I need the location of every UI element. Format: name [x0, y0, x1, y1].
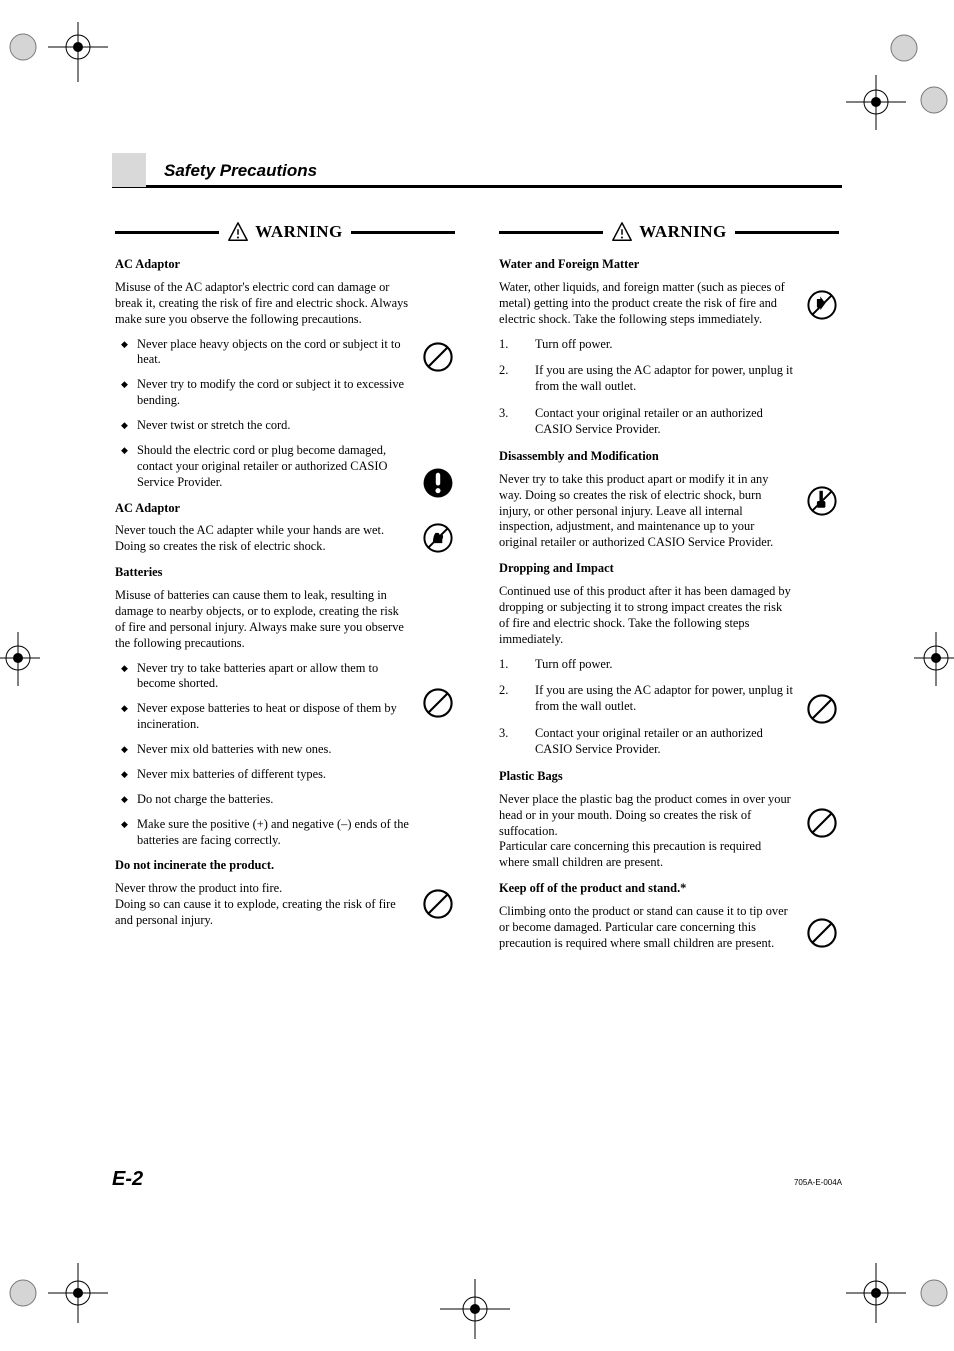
warning-triangle-icon [227, 221, 249, 243]
paragraph: Never try to take this product apart or … [499, 472, 793, 551]
reg-mark-mid-right [884, 630, 954, 690]
reg-mark-bottom-left [0, 1243, 108, 1323]
reg-mark-bottom-center [430, 1271, 520, 1341]
list-item: Never place heavy objects on the cord or… [137, 337, 409, 369]
list-item: Never expose batteries to heat or dispos… [137, 701, 409, 733]
no-liquid-icon [805, 288, 839, 322]
paragraph: Never touch the AC adapter while your ha… [115, 523, 409, 539]
section-title: Water and Foreign Matter [499, 257, 839, 273]
section-title: Dropping and Impact [499, 561, 839, 577]
list-item: Never try to take batteries apart or all… [137, 661, 409, 693]
section-body: Water, other liquids, and foreign matter… [499, 280, 839, 438]
section-title: Do not incinerate the product. [115, 858, 455, 874]
paragraph: Doing so creates the risk of electric sh… [115, 539, 409, 555]
list-item: 1.Turn off power. [535, 337, 793, 353]
right-column: WARNING Water and Foreign Matter Water, … [499, 215, 839, 962]
section-body: Never try to take this product apart or … [499, 472, 839, 551]
bullet-list: Never place heavy objects on the cord or… [115, 337, 409, 491]
paragraph: Water, other liquids, and foreign matter… [499, 280, 793, 328]
section-body: Never throw the product into fire. Doing… [115, 881, 455, 929]
reg-mark-top-right-corner [884, 28, 924, 68]
section-body: Climbing onto the product or stand can c… [499, 904, 839, 952]
warning-label: WARNING [639, 221, 727, 243]
section-title: Disassembly and Modification [499, 449, 839, 465]
section-title: AC Adaptor [115, 257, 455, 273]
paragraph: Never place the plastic bag the product … [499, 792, 793, 840]
warning-bar-left: WARNING [115, 221, 455, 243]
left-column: WARNING AC Adaptor Misuse of the AC adap… [115, 215, 455, 962]
section-title: Batteries [115, 565, 455, 581]
list-item: Never try to modify the cord or subject … [137, 377, 409, 409]
page-footer: E-2 705A-E-004A [112, 1168, 842, 1191]
warning-label: WARNING [255, 221, 343, 243]
section-body: Misuse of batteries can cause them to le… [115, 588, 455, 848]
prohibit-icon [421, 887, 455, 921]
no-disassembly-icon [805, 484, 839, 518]
bullet-list: Never try to take batteries apart or all… [115, 661, 409, 849]
content-columns: WARNING AC Adaptor Misuse of the AC adap… [115, 215, 839, 962]
list-item: Do not charge the batteries. [137, 792, 409, 808]
section-title: Plastic Bags [499, 769, 839, 785]
list-item: Never mix batteries of different types. [137, 767, 409, 783]
list-item: 1.Turn off power. [535, 657, 793, 673]
list-item: Should the electric cord or plug become … [137, 443, 409, 491]
section-title: Keep off of the product and stand.* [499, 881, 839, 897]
list-item: 2.If you are using the AC adaptor for po… [535, 683, 793, 715]
paragraph: Continued use of this product after it h… [499, 584, 793, 648]
section-body: Misuse of the AC adaptor's electric cord… [115, 280, 455, 491]
page: Safety Precautions WARNING AC Adaptor Mi… [0, 0, 954, 1351]
paragraph: Never throw the product into fire. [115, 881, 409, 897]
section-body: Continued use of this product after it h… [499, 584, 839, 758]
header-tab [112, 153, 146, 187]
page-title: Safety Precautions [164, 161, 317, 187]
page-header: Safety Precautions [112, 153, 842, 188]
section-title: AC Adaptor [115, 501, 455, 517]
warning-triangle-icon [611, 221, 633, 243]
list-item: Make sure the positive (+) and negative … [137, 817, 409, 849]
prohibit-icon [805, 806, 839, 840]
prohibit-icon [421, 340, 455, 374]
page-number: E-2 [112, 1168, 143, 1191]
list-item: 3.Contact your original retailer or an a… [535, 726, 793, 758]
list-item: Never twist or stretch the cord. [137, 418, 409, 434]
no-wet-hands-icon [421, 521, 455, 555]
prohibit-icon [421, 686, 455, 720]
list-item: 3.Contact your original retailer or an a… [535, 406, 793, 438]
paragraph: Climbing onto the product or stand can c… [499, 904, 793, 952]
warning-bar-right: WARNING [499, 221, 839, 243]
paragraph: Doing so can cause it to explode, creati… [115, 897, 409, 929]
reg-mark-top-left [0, 22, 108, 102]
reg-mark-top-right [846, 70, 954, 150]
list-item: Never mix old batteries with new ones. [137, 742, 409, 758]
list-item: 2.If you are using the AC adaptor for po… [535, 363, 793, 395]
paragraph: Particular care concerning this precauti… [499, 839, 793, 871]
document-code: 705A-E-004A [794, 1178, 842, 1187]
numbered-list: 1.Turn off power. 2.If you are using the… [499, 657, 793, 758]
section-body: Never place the plastic bag the product … [499, 792, 839, 871]
reg-mark-mid-left [0, 630, 70, 690]
paragraph: Misuse of batteries can cause them to le… [115, 588, 409, 652]
numbered-list: 1.Turn off power. 2.If you are using the… [499, 337, 793, 438]
mandatory-icon [421, 466, 455, 500]
paragraph: Misuse of the AC adaptor's electric cord… [115, 280, 409, 328]
reg-mark-bottom-right [846, 1243, 954, 1323]
section-body: Never touch the AC adapter while your ha… [115, 523, 455, 555]
prohibit-icon [805, 692, 839, 726]
prohibit-icon [805, 916, 839, 950]
